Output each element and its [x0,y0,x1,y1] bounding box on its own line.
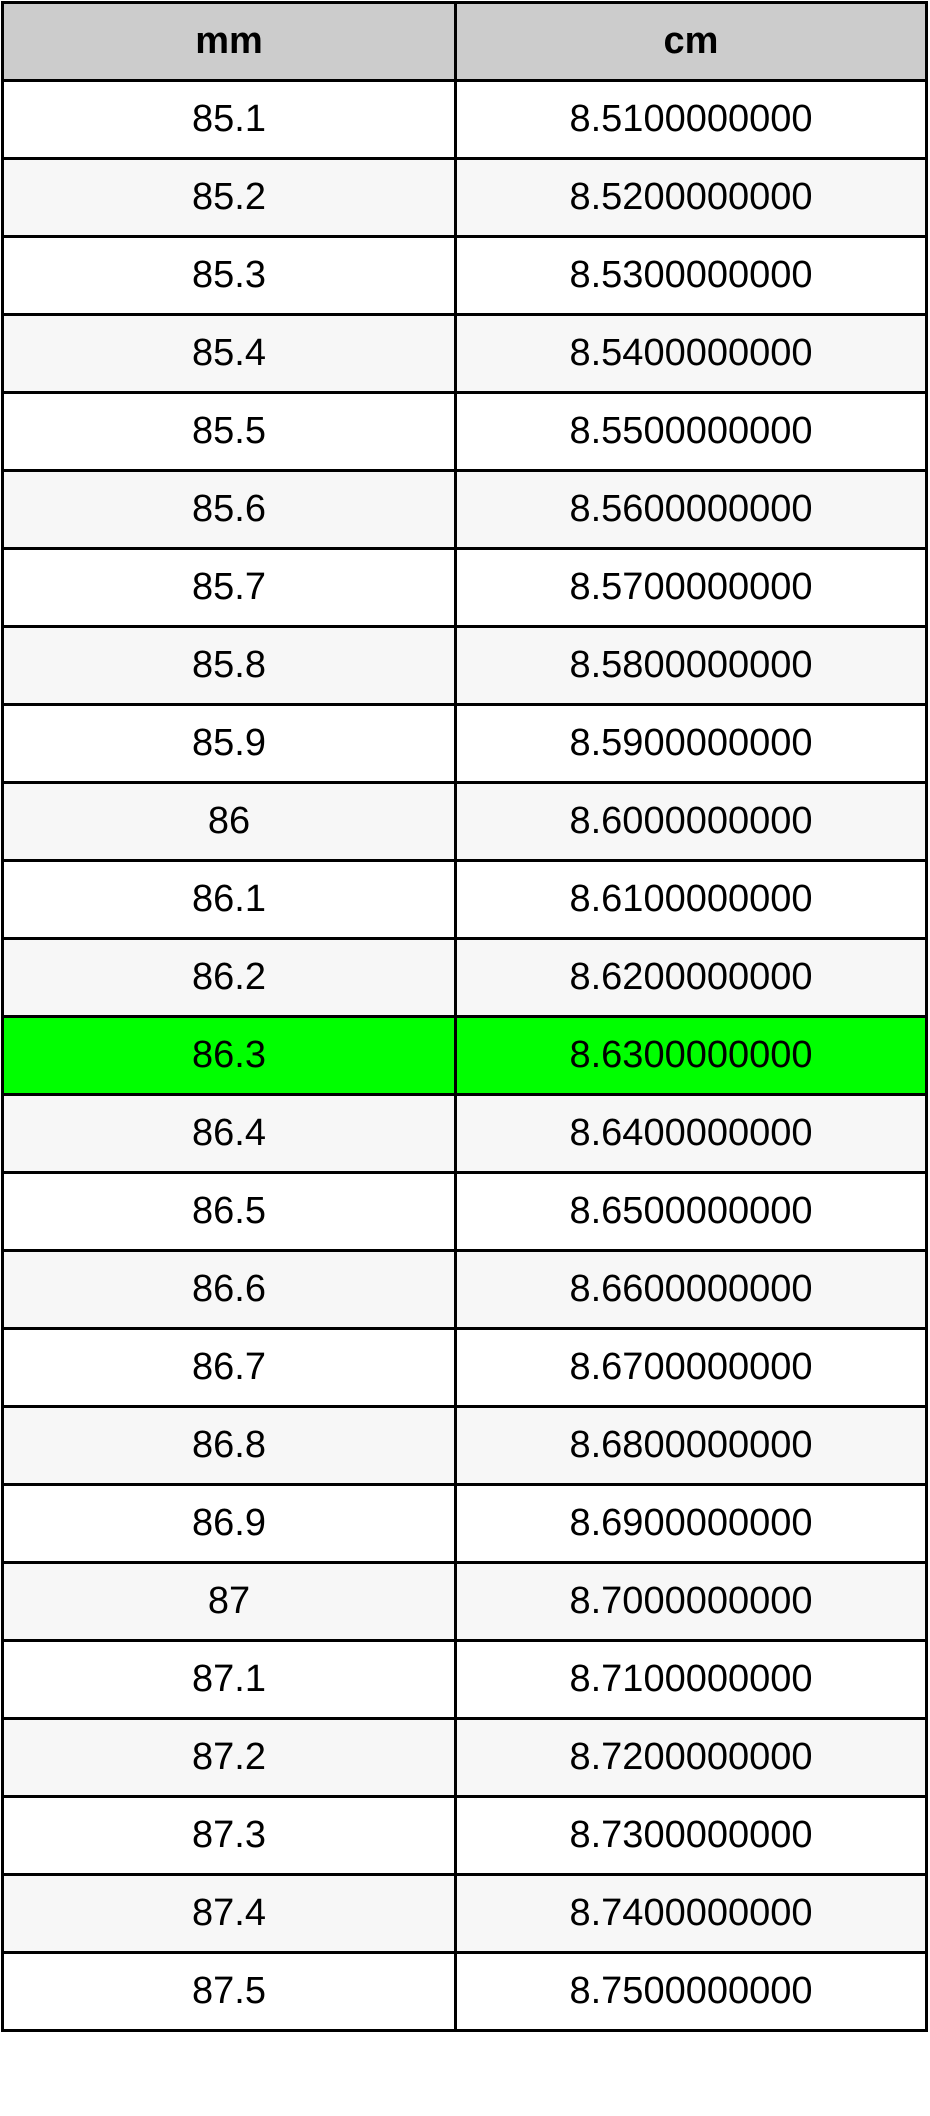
cell-cm: 8.7500000000 [454,1951,928,2032]
cell-mm: 85.4 [1,313,457,394]
cell-cm: 8.7100000000 [454,1639,928,1720]
table-row: 87 8.7000000000 [1,1561,928,1642]
cell-mm: 86.7 [1,1327,457,1408]
cell-cm: 8.5500000000 [454,391,928,472]
conversion-table: mm cm 85.1 8.5100000000 85.2 8.5200000000 85… [1,1,928,2032]
cell-mm: 85.9 [1,703,457,784]
cell-mm: 86.9 [1,1483,457,1564]
cell-cm: 8.5900000000 [454,703,928,784]
cell-mm: 87.3 [1,1795,457,1876]
cell-mm: 87.5 [1,1951,457,2032]
header-row: mm cm [1,1,928,82]
table-row: 85.6 8.5600000000 [1,469,928,550]
table-row: 85.4 8.5400000000 [1,313,928,394]
cell-cm: 8.5200000000 [454,157,928,238]
table-row: 86.2 8.6200000000 [1,937,928,1018]
cell-mm: 87.1 [1,1639,457,1720]
cell-cm: 8.5300000000 [454,235,928,316]
table-row-highlighted: 86.3 8.6300000000 [1,1015,928,1096]
table-row: 86.1 8.6100000000 [1,859,928,940]
table-row: 85.9 8.5900000000 [1,703,928,784]
table-row: 85.1 8.5100000000 [1,79,928,160]
cell-cm: 8.7200000000 [454,1717,928,1798]
cell-cm: 8.5400000000 [454,313,928,394]
cell-mm: 86.5 [1,1171,457,1252]
cell-cm: 8.5600000000 [454,469,928,550]
table-row: 86.7 8.6700000000 [1,1327,928,1408]
cell-mm: 85.5 [1,391,457,472]
cell-cm: 8.6200000000 [454,937,928,1018]
cell-cm: 8.6800000000 [454,1405,928,1486]
cell-mm: 87.4 [1,1873,457,1954]
cell-mm: 85.2 [1,157,457,238]
table-row: 85.3 8.5300000000 [1,235,928,316]
cell-cm: 8.6900000000 [454,1483,928,1564]
cell-mm: 86.1 [1,859,457,940]
table-row: 86.6 8.6600000000 [1,1249,928,1330]
cell-cm: 8.7300000000 [454,1795,928,1876]
cell-mm: 85.1 [1,79,457,160]
table-row: 87.5 8.7500000000 [1,1951,928,2032]
cell-mm: 86.4 [1,1093,457,1174]
cell-mm: 86.8 [1,1405,457,1486]
table-row: 86.9 8.6900000000 [1,1483,928,1564]
cell-mm: 85.6 [1,469,457,550]
cell-cm: 8.7000000000 [454,1561,928,1642]
cell-cm: 8.5800000000 [454,625,928,706]
table-row: 87.4 8.7400000000 [1,1873,928,1954]
cell-mm: 87.2 [1,1717,457,1798]
cell-mm: 85.8 [1,625,457,706]
table-row: 85.7 8.5700000000 [1,547,928,628]
table-row: 87.2 8.7200000000 [1,1717,928,1798]
cell-cm: 8.6700000000 [454,1327,928,1408]
cell-cm: 8.5100000000 [454,79,928,160]
table-row: 86.5 8.6500000000 [1,1171,928,1252]
table-row: 85.5 8.5500000000 [1,391,928,472]
table-row: 86.8 8.6800000000 [1,1405,928,1486]
cell-cm: 8.6600000000 [454,1249,928,1330]
cell-cm: 8.5700000000 [454,547,928,628]
cell-mm: 85.7 [1,547,457,628]
cell-mm: 87 [1,1561,457,1642]
cell-cm: 8.6400000000 [454,1093,928,1174]
table-row: 86.4 8.6400000000 [1,1093,928,1174]
cell-mm: 85.3 [1,235,457,316]
table-row: 87.1 8.7100000000 [1,1639,928,1720]
cell-cm: 8.6500000000 [454,1171,928,1252]
cell-mm: 86 [1,781,457,862]
cell-cm: 8.6100000000 [454,859,928,940]
table-row: 87.3 8.7300000000 [1,1795,928,1876]
cell-cm: 8.6300000000 [454,1015,928,1096]
cell-mm: 86.2 [1,937,457,1018]
table-row: 85.8 8.5800000000 [1,625,928,706]
header-mm: mm [1,1,457,82]
header-cm: cm [454,1,928,82]
cell-mm: 86.3 [1,1015,457,1096]
table-row: 85.2 8.5200000000 [1,157,928,238]
cell-cm: 8.6000000000 [454,781,928,862]
table-row: 86 8.6000000000 [1,781,928,862]
cell-mm: 86.6 [1,1249,457,1330]
cell-cm: 8.7400000000 [454,1873,928,1954]
